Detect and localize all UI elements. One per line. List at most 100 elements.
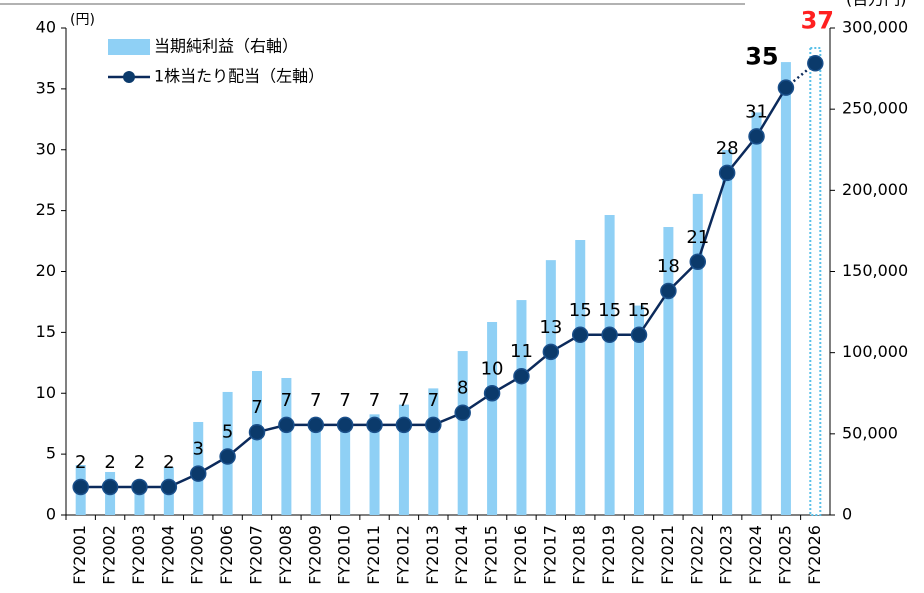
- data-label: 7: [281, 390, 292, 411]
- data-label: 15: [569, 300, 592, 321]
- data-label: 7: [251, 397, 262, 418]
- bar: [722, 149, 733, 515]
- x-tick-label: FY2004: [158, 525, 177, 585]
- data-label: 7: [369, 390, 380, 411]
- bar: [780, 62, 791, 516]
- bar: [340, 425, 351, 515]
- x-tick-label: FY2008: [276, 525, 295, 585]
- data-label: 15: [598, 300, 621, 321]
- x-tick-label: FY2019: [599, 525, 618, 585]
- y-tick-label: 0: [46, 505, 56, 524]
- data-label: 31: [745, 101, 768, 122]
- y2-tick-label: 250,000: [842, 99, 908, 118]
- marker: [307, 416, 325, 434]
- marker: [454, 404, 471, 421]
- data-label: 2: [104, 452, 115, 473]
- data-label: 35: [745, 43, 778, 71]
- x-tick-label: FY2020: [629, 525, 648, 585]
- x-tick-label: FY2018: [570, 525, 589, 585]
- marker: [366, 416, 383, 434]
- data-label: 7: [428, 390, 439, 411]
- x-tick-label: FY2001: [70, 525, 89, 585]
- y-tick-label: 25: [36, 200, 56, 219]
- bar: [545, 260, 556, 515]
- data-label: 7: [310, 390, 321, 411]
- marker: [425, 416, 442, 434]
- x-tick-label: FY2007: [247, 525, 266, 585]
- bar: [575, 240, 586, 516]
- y2-tick-label: 200,000: [842, 180, 908, 199]
- bar: [252, 371, 262, 515]
- x-tick-label: FY2025: [775, 525, 794, 585]
- bar: [398, 404, 409, 515]
- bar: [663, 227, 674, 515]
- marker: [660, 282, 677, 300]
- marker: [101, 478, 119, 496]
- marker: [718, 164, 736, 182]
- data-label: 2: [75, 452, 86, 473]
- x-tick-label: FY2013: [423, 525, 442, 585]
- x-tick-label: FY2022: [687, 525, 706, 585]
- y-tick-label: 15: [36, 322, 56, 341]
- marker: [601, 326, 618, 344]
- y2-tick-label: 150,000: [842, 261, 908, 280]
- data-label: 7: [339, 390, 350, 411]
- data-label: 18: [657, 256, 680, 277]
- y2-axis-unit: (百万円): [846, 0, 907, 9]
- data-label: 15: [628, 300, 651, 321]
- bar: [692, 193, 703, 515]
- marker: [278, 416, 295, 434]
- x-tick-label: FY2005: [188, 525, 207, 585]
- bar: [751, 112, 762, 515]
- y2-tick-label: 100,000: [842, 342, 908, 361]
- marker: [689, 253, 707, 271]
- marker: [807, 55, 824, 72]
- bar: [487, 321, 498, 515]
- x-tick-label: FY2024: [746, 525, 765, 585]
- data-label: 5: [222, 422, 233, 443]
- x-tick-label: FY2014: [452, 525, 471, 585]
- data-label: 2: [163, 452, 174, 473]
- marker: [248, 423, 266, 441]
- y-tick-label: 5: [46, 444, 56, 463]
- data-label: 8: [457, 378, 468, 399]
- x-tick-label: FY2026: [805, 525, 824, 585]
- marker: [72, 478, 89, 496]
- legend-label: 1株当たり配当（左軸）: [154, 67, 324, 86]
- bar: [310, 417, 321, 515]
- data-label: 28: [716, 138, 739, 159]
- marker: [513, 367, 530, 385]
- data-label: 2: [134, 452, 145, 473]
- data-label: 3: [193, 439, 204, 460]
- y-tick-label: 40: [36, 18, 56, 37]
- marker: [483, 385, 501, 402]
- y2-tick-label: 300,000: [842, 18, 908, 37]
- y-tick-label: 35: [36, 78, 56, 97]
- bar: [134, 480, 145, 515]
- bar: [369, 414, 380, 515]
- data-label: 37: [801, 6, 834, 34]
- y2-tick-label: 50,000: [842, 423, 898, 442]
- x-tick-label: FY2016: [511, 525, 530, 585]
- x-tick-label: FY2003: [129, 525, 148, 585]
- bar: [457, 351, 468, 515]
- marker: [336, 416, 354, 434]
- x-tick-label: FY2002: [100, 525, 119, 585]
- y-tick-label: 10: [36, 383, 56, 402]
- x-tick-label: FY2010: [335, 525, 354, 585]
- marker: [395, 416, 413, 434]
- bar: [516, 300, 527, 515]
- x-tick-label: FY2009: [305, 525, 324, 585]
- bar: [281, 377, 292, 515]
- x-tick-label: FY2017: [540, 525, 559, 585]
- x-tick-label: FY2015: [482, 525, 501, 585]
- data-label: 11: [510, 341, 533, 362]
- y-tick-label: 30: [36, 139, 56, 158]
- marker: [131, 478, 148, 496]
- marker: [189, 465, 207, 482]
- marker: [748, 128, 765, 145]
- bar: [634, 305, 644, 515]
- x-tick-label: FY2006: [217, 525, 236, 585]
- y-axis-unit: (円): [70, 12, 95, 28]
